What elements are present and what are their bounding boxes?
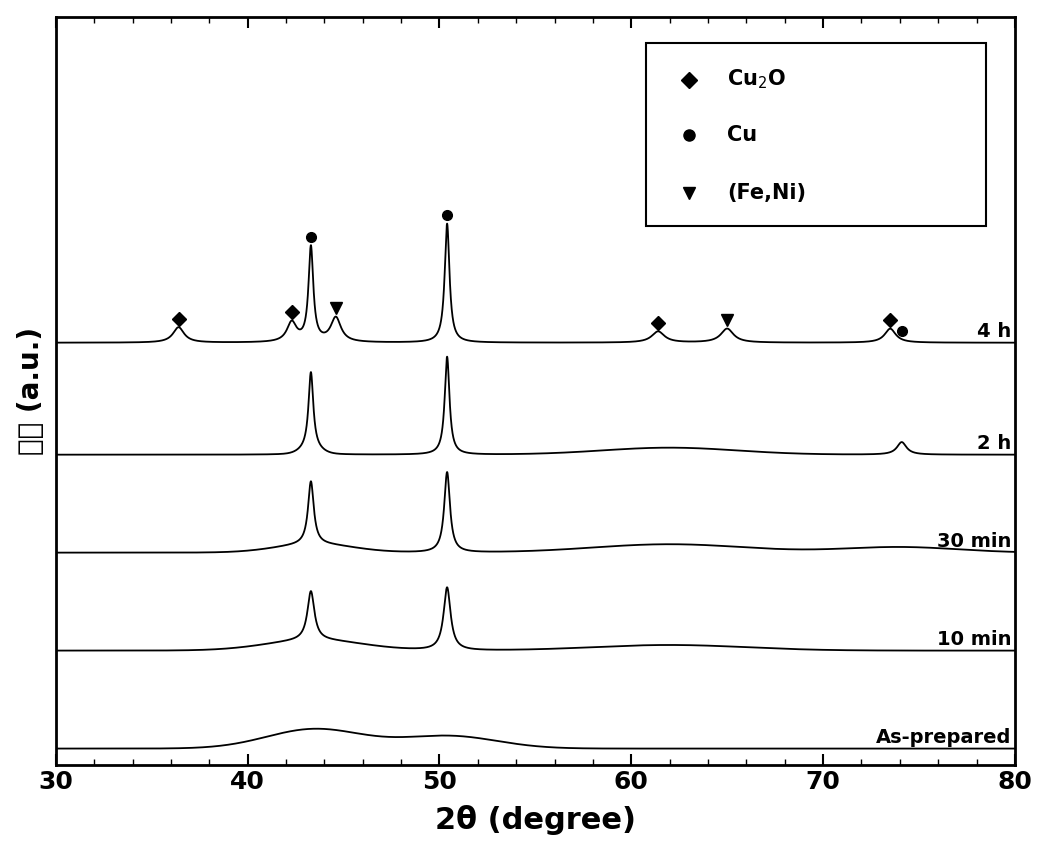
Text: Cu: Cu bbox=[727, 124, 757, 145]
Text: 30 min: 30 min bbox=[937, 532, 1011, 551]
X-axis label: 2θ (degree): 2θ (degree) bbox=[435, 805, 636, 835]
Text: Cu$_2$O: Cu$_2$O bbox=[727, 68, 786, 91]
Text: As-prepared: As-prepared bbox=[876, 728, 1011, 747]
Y-axis label: 强度 (a.u.): 强度 (a.u.) bbox=[17, 327, 45, 455]
Bar bbox=[645, 43, 986, 227]
Text: 10 min: 10 min bbox=[937, 630, 1011, 649]
Text: 2 h: 2 h bbox=[977, 435, 1011, 453]
Text: (Fe,Ni): (Fe,Ni) bbox=[727, 183, 807, 204]
Text: 4 h: 4 h bbox=[977, 322, 1011, 342]
